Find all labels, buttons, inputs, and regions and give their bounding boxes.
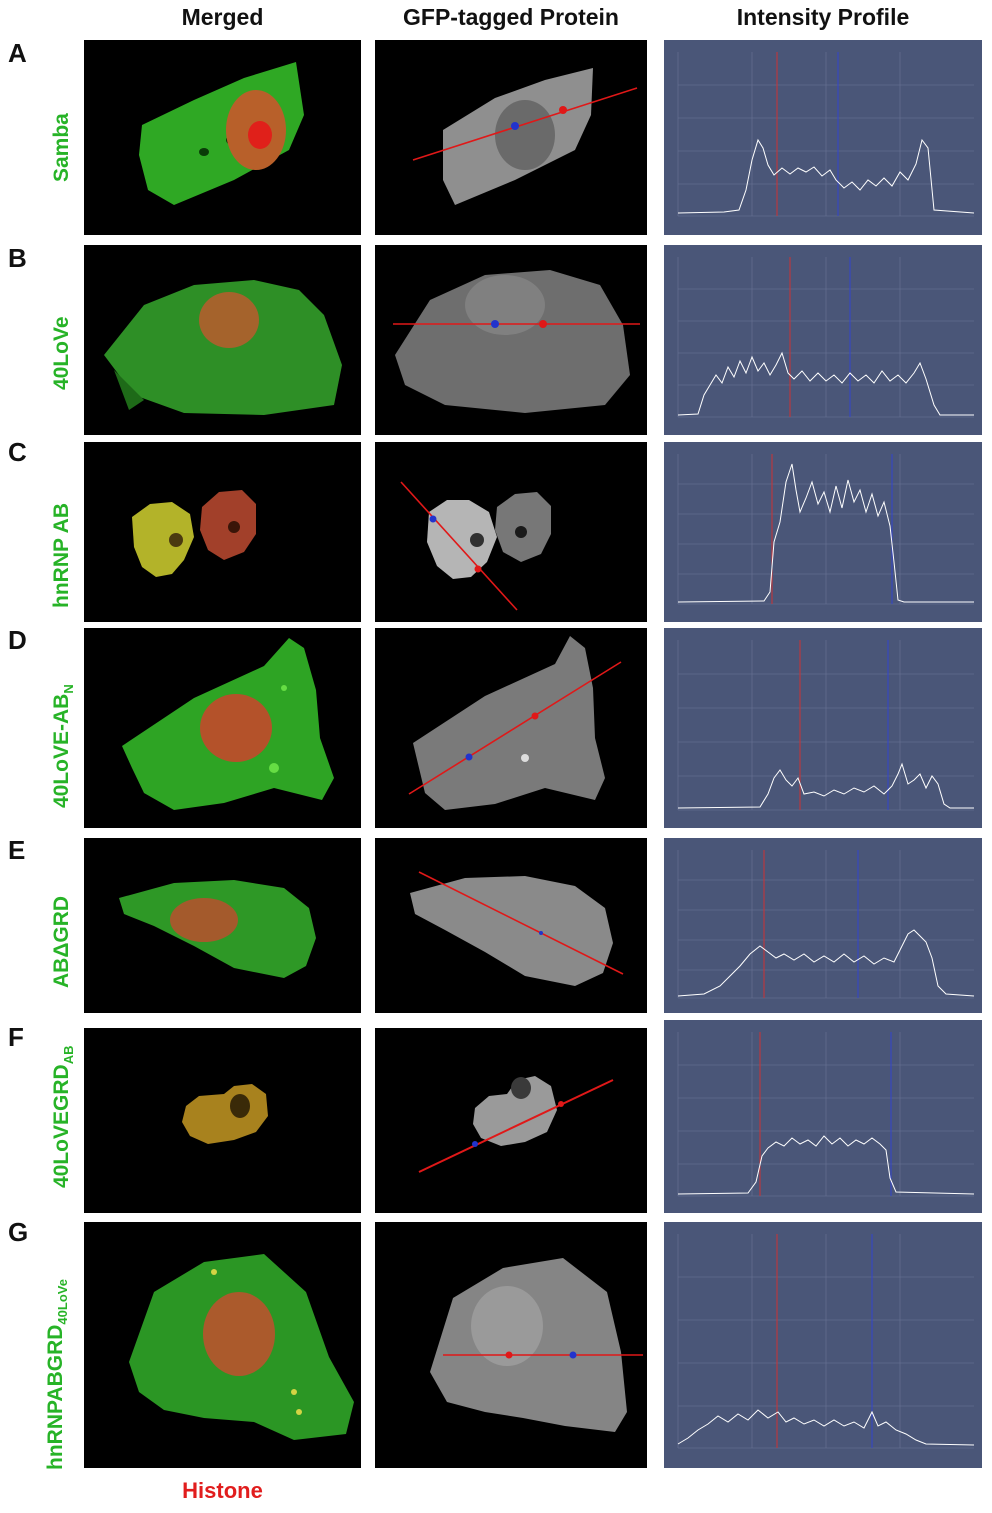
merged-column-header: Merged: [181, 4, 264, 30]
row-label-c: hnRNP AB: [50, 503, 73, 608]
row-label-d: 40LoVE-ABN: [50, 684, 77, 808]
gfp-column-header: GFP-tagged Protein: [403, 4, 619, 30]
row-letter-f: F: [8, 1022, 24, 1052]
merged-image-f: [84, 1028, 361, 1213]
gfp-image-b: [375, 245, 647, 435]
intensity-profile-c: [664, 442, 982, 622]
merged-image-d: [84, 628, 361, 828]
merged-image-e: [84, 838, 361, 1013]
row-label-b: 40LoVe: [50, 316, 73, 390]
intensity-profile-f: [664, 1020, 982, 1213]
intensity-profile-e: [664, 838, 982, 1013]
row-label-f: 40LoVEGRDAB: [50, 1045, 77, 1188]
intensity-profile-b: [664, 245, 982, 435]
merged-image-a: [84, 40, 361, 235]
intensity-profile-g: [664, 1222, 982, 1468]
profile-column-header: Intensity Profile: [736, 4, 910, 30]
gfp-image-f: [375, 1028, 647, 1213]
row-label-e: ABΔGRD: [50, 895, 73, 988]
gfp-image-a: [375, 40, 647, 235]
histone-label: Histone: [182, 1478, 263, 1503]
row-letter-a: A: [8, 38, 27, 68]
merged-image-b: [84, 245, 361, 435]
row-letter-e: E: [8, 835, 26, 865]
gfp-image-g: [375, 1222, 647, 1468]
row-label-g: hnRNPABGRD40LoVe: [44, 1279, 71, 1470]
row-letter-g: G: [8, 1217, 29, 1247]
row-label-a: Samba: [50, 113, 73, 182]
merged-image-c: [84, 442, 361, 622]
gfp-image-d: [375, 628, 647, 828]
row-letter-b: B: [8, 243, 27, 273]
row-letter-c: C: [8, 437, 27, 467]
intensity-profile-d: [664, 628, 982, 828]
gfp-image-c: [375, 442, 647, 622]
gfp-image-e: [375, 838, 647, 1013]
row-letter-d: D: [8, 625, 27, 655]
merged-image-g: [84, 1222, 361, 1468]
intensity-profile-a: [664, 40, 982, 235]
